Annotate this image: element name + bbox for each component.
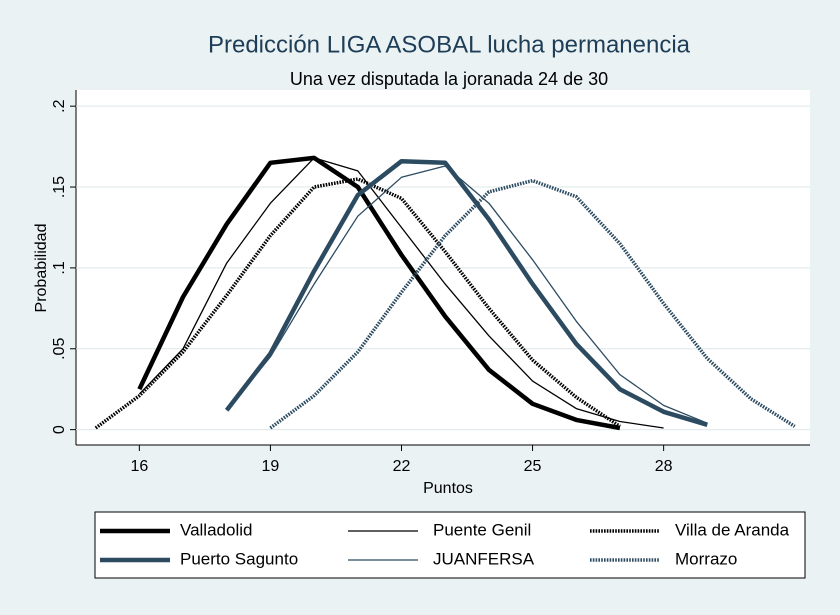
x-tick-label: 25 [524,458,542,475]
y-tick-label: .2 [51,99,68,112]
legend-label: Puente Genil [433,520,531,539]
x-tick-label: 19 [262,458,280,475]
y-tick-label: .15 [51,176,68,198]
legend-label: JUANFERSA [433,549,535,568]
y-tick-label: 0 [51,425,68,434]
series-line [138,157,664,429]
chart-title: Predicción LIGA ASOBAL lucha permanencia [208,31,691,58]
x-axis-label: Puntos [423,480,473,497]
series-line [137,155,621,431]
series-line [224,158,708,427]
legend [94,511,806,579]
legend-label: Morrazo [675,549,737,568]
legend-label: Valladolid [180,520,252,539]
legend-label: Puerto Sagunto [180,549,298,568]
legend-label: Villa de Aranda [675,520,790,539]
x-tick-label: 28 [655,458,673,475]
y-tick-label: .05 [51,338,68,360]
series-line [226,165,708,424]
y-axis-label: Probabilidad [33,224,50,313]
y-tick-label: .1 [51,261,68,274]
x-tick-label: 22 [393,458,411,475]
series-line [94,177,621,430]
series-line [269,178,796,430]
chart-subtitle: Una vez disputada la joranada 24 de 30 [290,69,608,89]
x-tick-label: 16 [130,458,148,475]
